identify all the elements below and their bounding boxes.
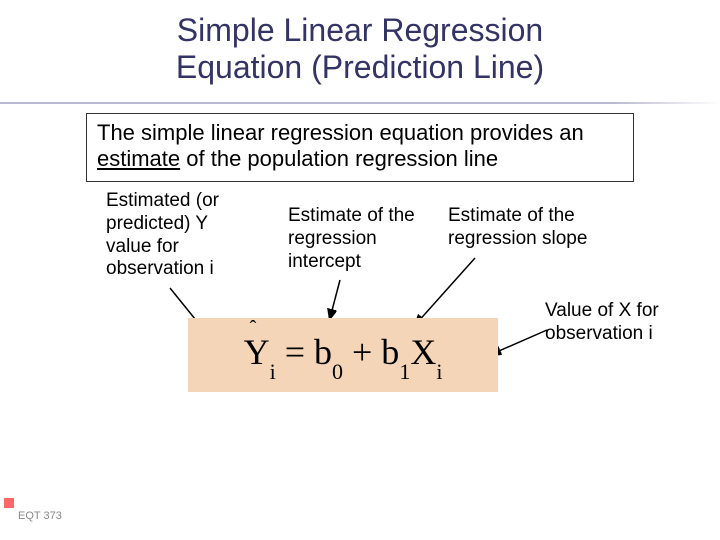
eq-sub-i2: i	[436, 359, 442, 384]
eq-sub0: 0	[332, 359, 343, 384]
label-yhat: Estimated (or predicted) Y value for obs…	[106, 190, 246, 281]
footer-text: EQT 373	[18, 510, 62, 522]
desc-part2: of the population regression line	[180, 146, 498, 171]
equation-box: ˆYi = b0 + b1Xi	[188, 318, 498, 392]
label-b0: Estimate of the regression intercept	[288, 205, 438, 273]
title-line-1: Simple Linear Regression	[177, 12, 543, 48]
eq-y: Y	[244, 332, 270, 372]
eq-plus: + b	[343, 332, 399, 372]
label-b1: Estimate of the regression slope	[448, 205, 608, 251]
eq-sub1: 1	[399, 359, 410, 384]
description-box: The simple linear regression equation pr…	[86, 113, 634, 182]
title-line-2: Equation (Prediction Line)	[176, 49, 544, 85]
eq-sub-i1: i	[270, 359, 276, 384]
desc-underlined: estimate	[97, 146, 180, 171]
eq-equals: = b	[276, 332, 332, 372]
hat-symbol: ˆ	[250, 317, 257, 340]
eq-x: X	[410, 332, 436, 372]
slide-title: Simple Linear Regression Equation (Predi…	[0, 0, 720, 86]
description-text: The simple linear regression equation pr…	[97, 120, 623, 173]
label-xi: Value of X for observation i	[545, 300, 685, 346]
footer-bullet-icon	[4, 498, 14, 508]
equation: ˆYi = b0 + b1Xi	[244, 331, 443, 378]
desc-part1: The simple linear regression equation pr…	[97, 120, 584, 145]
title-divider	[0, 102, 720, 104]
